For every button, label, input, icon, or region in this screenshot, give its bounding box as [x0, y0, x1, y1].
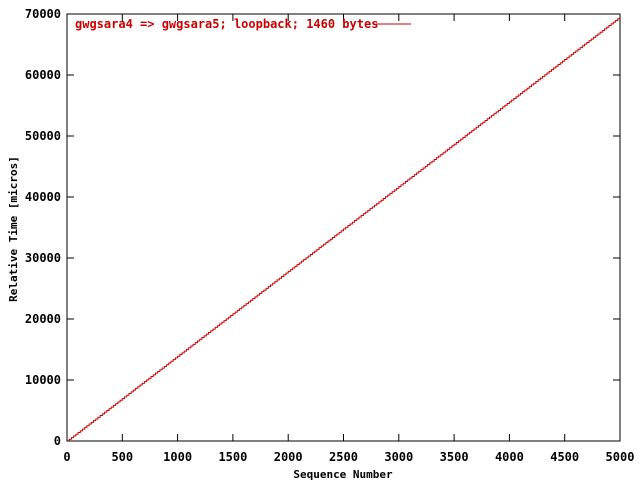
x-axis-title: Sequence Number	[293, 468, 393, 480]
y-axis-title: Relative Time [micros]	[7, 156, 20, 302]
x-tick-label: 4000	[495, 450, 524, 464]
legend-label: gwgsara4 => gwgsara5; loopback; 1460 byt…	[75, 17, 378, 31]
x-tick-label: 3500	[440, 450, 469, 464]
x-tick-label: 3000	[384, 450, 413, 464]
x-tick-label: 4500	[550, 450, 579, 464]
x-tick-label: 5000	[606, 450, 635, 464]
y-tick-label: 60000	[25, 68, 61, 82]
x-tick-label: 0	[63, 450, 70, 464]
x-tick-label: 1000	[163, 450, 192, 464]
series-layer	[67, 17, 621, 442]
y-tick-label: 20000	[25, 312, 61, 326]
y-tick-label: 70000	[25, 7, 61, 21]
x-tick-label: 2000	[274, 450, 303, 464]
y-tick-label: 30000	[25, 251, 61, 265]
plot-frame	[66, 13, 621, 442]
x-tick-label: 2500	[329, 450, 358, 464]
y-tick-label: 10000	[25, 373, 61, 387]
series-line	[67, 17, 621, 442]
y-tick-label: 0	[54, 434, 61, 448]
y-tick-label: 40000	[25, 190, 61, 204]
x-tick-label: 1500	[218, 450, 247, 464]
y-tick-label: 50000	[25, 129, 61, 143]
legend: gwgsara4 => gwgsara5; loopback; 1460 byt…	[75, 17, 411, 31]
x-tick-label: 500	[111, 450, 133, 464]
ticks-layer: 0 500 1000 1500 2000 2500 3000 3500 4000 4500 5000…	[25, 7, 635, 464]
